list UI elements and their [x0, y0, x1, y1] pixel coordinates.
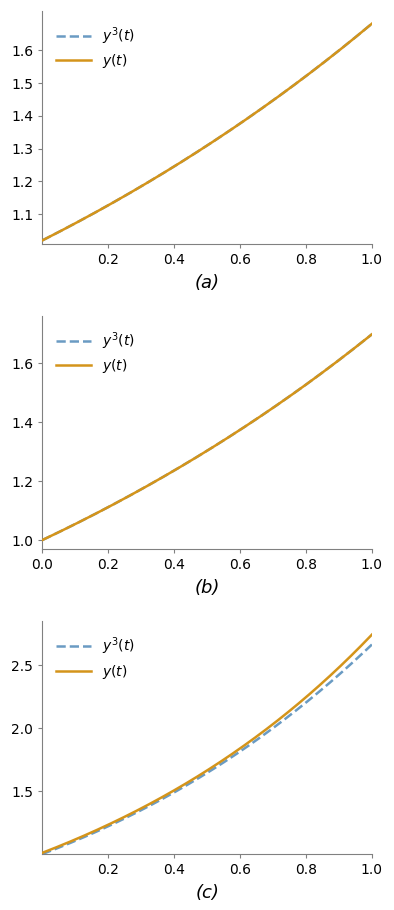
$y^3(t)$	[98, 824, 103, 835]
$y^3(t)$	[260, 731, 265, 742]
$y^3(t)$	[125, 189, 129, 200]
$y(t)$	[40, 534, 45, 545]
$y(t)$	[98, 506, 103, 517]
$y^3(t)$	[234, 748, 239, 759]
$y(t)$	[40, 847, 45, 858]
Line: $y(t)$: $y(t)$	[42, 24, 372, 240]
$y(t)$	[288, 390, 293, 401]
$y(t)$	[234, 120, 239, 131]
$y^3(t)$	[370, 18, 374, 29]
$y(t)$	[125, 189, 129, 200]
$y^3(t)$	[40, 235, 45, 246]
$y^3(t)$	[98, 506, 103, 517]
$y(t)$	[189, 455, 194, 466]
$y(t)$	[260, 410, 265, 420]
$y^3(t)$	[288, 390, 293, 401]
$y(t)$	[260, 103, 265, 114]
$y(t)$	[189, 150, 194, 161]
$y(t)$	[189, 774, 194, 785]
$y^3(t)$	[260, 103, 265, 114]
$y^3(t)$	[40, 849, 45, 860]
Line: $y^3(t)$: $y^3(t)$	[42, 644, 372, 854]
$y^3(t)$	[288, 710, 293, 721]
$y(t)$	[260, 727, 265, 738]
$y(t)$	[288, 704, 293, 715]
Text: (b): (b)	[194, 579, 220, 597]
$y^3(t)$	[234, 427, 239, 438]
$y(t)$	[98, 204, 103, 215]
Line: $y(t)$: $y(t)$	[42, 334, 372, 540]
$y(t)$	[125, 491, 129, 502]
$y(t)$	[370, 629, 374, 640]
Line: $y^3(t)$: $y^3(t)$	[42, 334, 372, 540]
$y^3(t)$	[234, 120, 239, 131]
$y(t)$	[370, 329, 374, 339]
Line: $y^3(t)$: $y^3(t)$	[42, 24, 372, 240]
$y(t)$	[40, 235, 45, 246]
$y^3(t)$	[370, 329, 374, 339]
Legend: $y^3(t)$, $y(t)$: $y^3(t)$, $y(t)$	[49, 629, 142, 687]
$y(t)$	[288, 82, 293, 93]
Text: (c): (c)	[195, 885, 219, 903]
$y^3(t)$	[125, 812, 129, 823]
$y^3(t)$	[40, 534, 45, 545]
Line: $y(t)$: $y(t)$	[42, 634, 372, 853]
$y^3(t)$	[189, 777, 194, 788]
$y(t)$	[125, 810, 129, 821]
$y^3(t)$	[125, 491, 129, 502]
$y^3(t)$	[288, 82, 293, 93]
Text: (a): (a)	[195, 274, 219, 292]
Legend: $y^3(t)$, $y(t)$: $y^3(t)$, $y(t)$	[49, 18, 142, 77]
$y(t)$	[234, 745, 239, 756]
$y^3(t)$	[98, 204, 103, 215]
$y^3(t)$	[189, 455, 194, 466]
$y(t)$	[370, 18, 374, 29]
Legend: $y^3(t)$, $y(t)$: $y^3(t)$, $y(t)$	[49, 323, 142, 382]
$y^3(t)$	[260, 410, 265, 420]
$y(t)$	[234, 427, 239, 438]
$y(t)$	[98, 823, 103, 834]
$y^3(t)$	[189, 150, 194, 161]
$y^3(t)$	[370, 639, 374, 650]
